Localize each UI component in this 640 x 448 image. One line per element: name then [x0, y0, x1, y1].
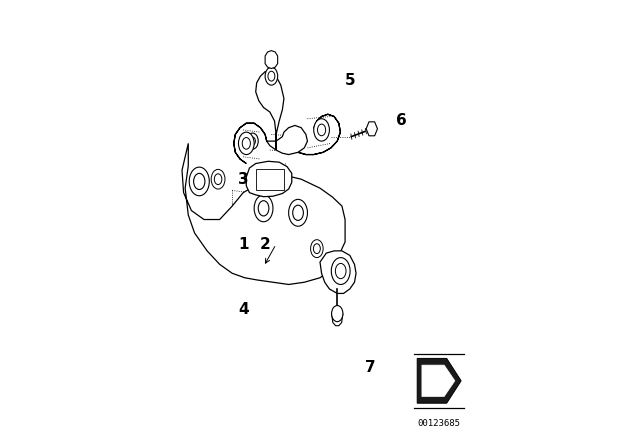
Polygon shape: [320, 251, 356, 293]
Polygon shape: [417, 358, 461, 403]
Circle shape: [332, 306, 343, 322]
Text: 4: 4: [238, 302, 248, 317]
Circle shape: [189, 167, 209, 196]
Polygon shape: [332, 314, 343, 326]
Polygon shape: [366, 122, 378, 136]
Circle shape: [314, 119, 330, 141]
Circle shape: [265, 67, 278, 85]
Polygon shape: [265, 51, 278, 69]
Text: 00123685: 00123685: [418, 419, 461, 428]
Text: 3: 3: [238, 172, 248, 187]
Polygon shape: [298, 114, 340, 155]
Circle shape: [239, 132, 254, 155]
Polygon shape: [256, 72, 284, 150]
Circle shape: [247, 133, 258, 149]
Circle shape: [332, 258, 350, 284]
Text: 5: 5: [344, 73, 355, 88]
Polygon shape: [182, 143, 345, 284]
Polygon shape: [246, 161, 292, 197]
Polygon shape: [422, 365, 455, 396]
Polygon shape: [234, 123, 307, 164]
Text: 6: 6: [396, 113, 407, 129]
Text: 1: 1: [238, 237, 248, 252]
Circle shape: [254, 195, 273, 222]
Circle shape: [289, 199, 307, 226]
Circle shape: [211, 169, 225, 189]
Circle shape: [310, 240, 323, 258]
Text: 2: 2: [260, 237, 271, 252]
Text: 7: 7: [365, 360, 376, 375]
